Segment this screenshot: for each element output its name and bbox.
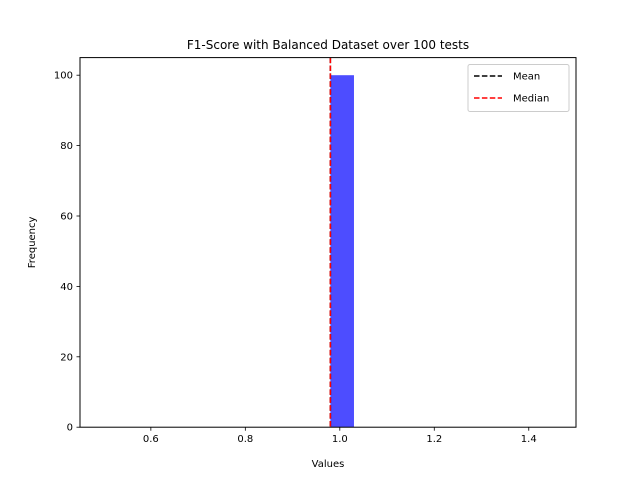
- y-tick-label-1: 20: [60, 352, 73, 363]
- y-axis-ticks: 0 20 40 60 80 100: [54, 71, 80, 434]
- legend-label-mean: Mean: [513, 72, 540, 83]
- legend-items: Mean Median: [474, 72, 549, 105]
- chart-title: F1-Score with Balanced Dataset over 100 …: [187, 38, 469, 52]
- x-tick-label-0: 0.6: [143, 434, 159, 445]
- x-tick-label-2: 1.0: [332, 434, 348, 445]
- legend-label-median: Median: [513, 94, 549, 105]
- x-axis-ticks: 0.6 0.8 1.0 1.2 1.4: [143, 427, 537, 445]
- x-axis-label: Values: [312, 459, 345, 470]
- y-axis-label: Frequency: [27, 216, 38, 268]
- x-tick-label-1: 0.8: [237, 434, 253, 445]
- bars-layer: [330, 75, 354, 428]
- y-tick-label-0: 0: [67, 423, 73, 434]
- x-tick-label-4: 1.4: [521, 434, 537, 445]
- legend: Mean Median: [467, 64, 570, 112]
- y-tick-label-3: 60: [60, 212, 73, 223]
- plot-area-frame: [79, 57, 577, 428]
- y-tick-label-5: 100: [54, 71, 73, 82]
- x-tick-label-3: 1.2: [426, 434, 442, 445]
- y-tick-label-4: 80: [60, 141, 73, 152]
- histogram-bar-0: [330, 75, 354, 428]
- y-tick-label-2: 40: [60, 282, 73, 293]
